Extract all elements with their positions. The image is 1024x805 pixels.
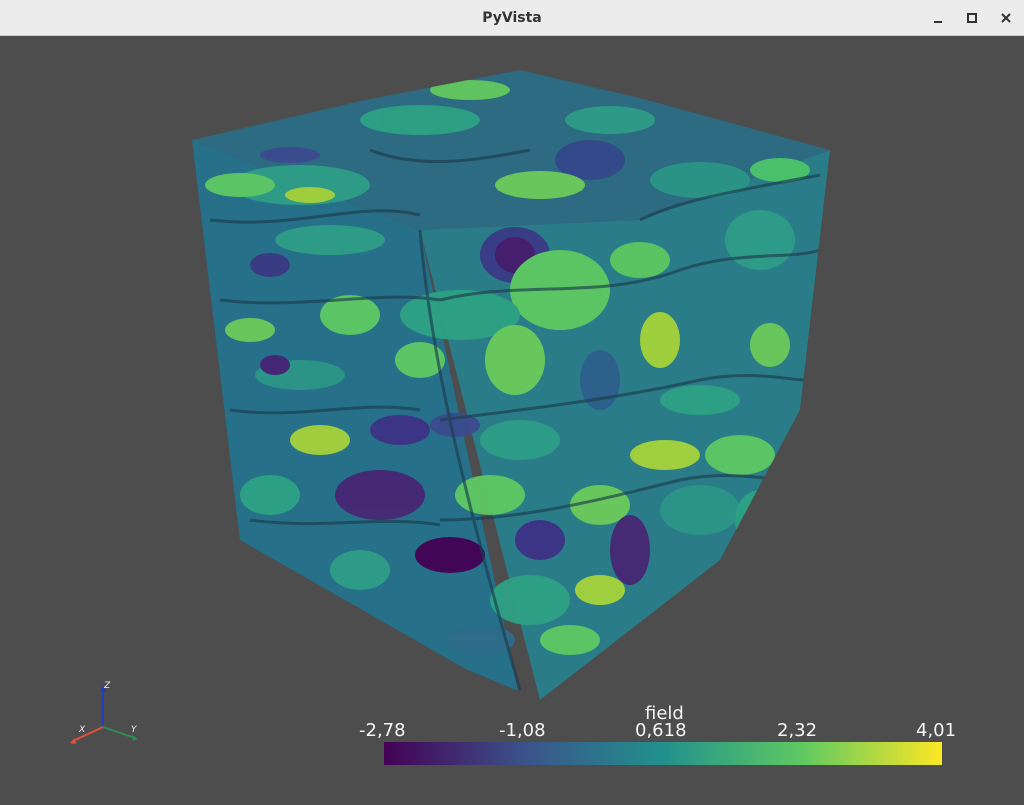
scalar-bar-tick-1: -2,78 (359, 720, 406, 741)
y-axis-icon (102, 726, 136, 739)
axis-y-label: Y (131, 725, 137, 735)
x-axis-icon (72, 726, 104, 742)
maximize-icon (967, 13, 977, 23)
scalar-bar-tick-5: 4,01 (916, 720, 957, 741)
scalar-bar-title: field (645, 703, 684, 724)
window-title: PyVista (482, 10, 542, 26)
scalar-bar-tick-3: 0,618 (635, 720, 687, 741)
minimize-icon (934, 21, 942, 23)
scalar-bar-tick-4: 2,32 (777, 720, 818, 741)
close-button[interactable] (996, 8, 1016, 28)
axis-z-label: Z (104, 681, 111, 691)
orientation-axes (70, 685, 138, 744)
scalar-bar-gradient (384, 742, 942, 765)
scalar-bar-tick-2: -1,08 (499, 720, 546, 741)
window-titlebar[interactable]: PyVista (0, 0, 1024, 36)
axis-x-label: X (79, 725, 86, 735)
isosurface-cube[interactable] (0, 36, 1024, 805)
cube-surface (192, 70, 830, 700)
maximize-button[interactable] (962, 8, 982, 28)
minimize-button[interactable] (928, 8, 948, 28)
close-icon (1001, 13, 1011, 23)
